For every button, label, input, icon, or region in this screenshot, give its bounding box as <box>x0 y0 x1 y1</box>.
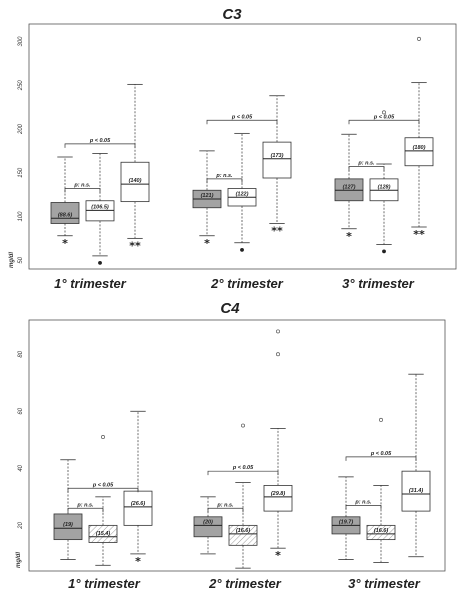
significance-bracket <box>207 470 279 476</box>
group-label-c4-1: 1° trimester <box>68 576 141 591</box>
plot-area-c4: 20 40 60 80 (19) (15.4) (26.6) * (20) (16.6) (29.8… <box>18 329 431 569</box>
chart-title-c3: C3 <box>222 6 242 23</box>
significance-marker: • <box>380 246 387 259</box>
median-label: (106.5) <box>91 204 109 210</box>
median-label: (19.7) <box>339 519 354 525</box>
chart-title-c4: C4 <box>220 300 240 317</box>
median-label: (180) <box>413 145 426 151</box>
significance-marker: * <box>204 237 210 250</box>
significance-bracket <box>348 119 420 125</box>
y-axis-label-c4: mg/dl <box>16 552 22 568</box>
box <box>53 513 83 541</box>
significance-text: p < 0.05 <box>92 482 114 488</box>
median-label: (26.6) <box>131 501 146 507</box>
significance-marker: * <box>135 555 141 568</box>
significance-text: p < 0.05 <box>373 114 395 120</box>
significance-bracket <box>345 505 382 510</box>
y-tick-label: 100 <box>18 211 24 222</box>
significance-bracket <box>67 487 139 493</box>
y-tick-label: 300 <box>18 36 24 47</box>
significance-bracket <box>207 507 244 513</box>
median-label: (122) <box>236 191 249 197</box>
outlier-point <box>241 423 245 428</box>
significance-bracket <box>206 178 243 183</box>
group-label-c3-1: 1° trimester <box>54 276 127 291</box>
significance-bracket <box>206 119 278 125</box>
outlier-point <box>101 434 105 439</box>
group-label-c3-3: 3° trimester <box>342 276 415 291</box>
y-tick-label: 60 <box>18 407 24 414</box>
significance-text: p < 0.05 <box>231 114 253 120</box>
group-label-c4-2: 2° trimester <box>208 576 282 591</box>
significance-text: p: n.s. <box>73 183 91 189</box>
significance-bracket <box>348 166 385 171</box>
significance-marker: • <box>96 257 103 270</box>
box <box>120 161 150 203</box>
box <box>401 470 431 512</box>
median-label: (29.8) <box>271 491 286 497</box>
y-tick-label: 200 <box>18 123 24 135</box>
box <box>404 137 434 167</box>
median-label: (127) <box>343 184 356 190</box>
outlier-point <box>417 36 421 41</box>
median-label: (140) <box>129 178 142 184</box>
group-label-c3-2: 2° trimester <box>210 276 284 291</box>
y-tick-label: 80 <box>18 350 24 357</box>
median-label: (31.4) <box>409 488 424 494</box>
median-label: (128) <box>378 184 391 190</box>
median-label: (19) <box>63 522 73 528</box>
significance-bracket <box>64 143 136 148</box>
y-tick-label: 20 <box>18 521 24 529</box>
significance-text: p < 0.05 <box>370 451 392 457</box>
box <box>123 490 153 526</box>
box <box>88 524 118 543</box>
box <box>193 516 223 538</box>
outlier-point <box>276 329 280 334</box>
y-tick-label: 40 <box>18 464 24 471</box>
plot-frame-c4 <box>28 319 446 572</box>
significance-text: p: n.s. <box>215 173 233 179</box>
median-label: (88.6) <box>58 212 73 218</box>
median-label: (20) <box>203 519 213 525</box>
significance-text: p: n.s. <box>354 499 372 505</box>
median-label: (16.6) <box>374 528 389 534</box>
y-tick-label: 50 <box>18 256 24 263</box>
outlier-point <box>382 110 386 115</box>
box <box>263 485 293 512</box>
significance-text: p < 0.05 <box>232 465 254 471</box>
significance-bracket <box>345 456 417 461</box>
group-label-c4-3: 3° trimester <box>348 576 421 591</box>
outlier-point <box>276 352 280 357</box>
significance-text: p: n.s. <box>76 502 94 508</box>
median-label: (121) <box>201 193 214 199</box>
significance-marker: * <box>62 237 68 250</box>
significance-marker: ** <box>129 239 141 252</box>
box <box>262 141 292 179</box>
outlier-point <box>379 417 383 422</box>
plot-area-c3: 50100150200250300(88.6)*(106.5)•(140)**(… <box>18 36 434 270</box>
y-tick-label: 150 <box>18 167 24 178</box>
significance-marker: * <box>275 549 281 562</box>
box <box>228 524 258 546</box>
median-label: (16.6) <box>236 528 251 534</box>
median-label: (173) <box>271 153 284 159</box>
significance-bracket <box>67 507 104 513</box>
significance-text: p: n.s. <box>216 502 234 508</box>
significance-marker: ** <box>271 225 283 238</box>
plot-frame-c3 <box>28 23 457 270</box>
median-label: (15.4) <box>96 531 111 537</box>
significance-marker: • <box>238 244 245 257</box>
significance-bracket <box>64 188 101 193</box>
significance-marker: * <box>346 230 352 243</box>
box <box>366 524 396 541</box>
y-tick-label: 250 <box>18 80 24 92</box>
significance-marker: ** <box>413 228 425 241</box>
significance-text: p: n.s. <box>357 161 375 167</box>
significance-text: p < 0.05 <box>89 138 111 144</box>
y-axis-label-c3: mg/dl <box>9 252 15 268</box>
